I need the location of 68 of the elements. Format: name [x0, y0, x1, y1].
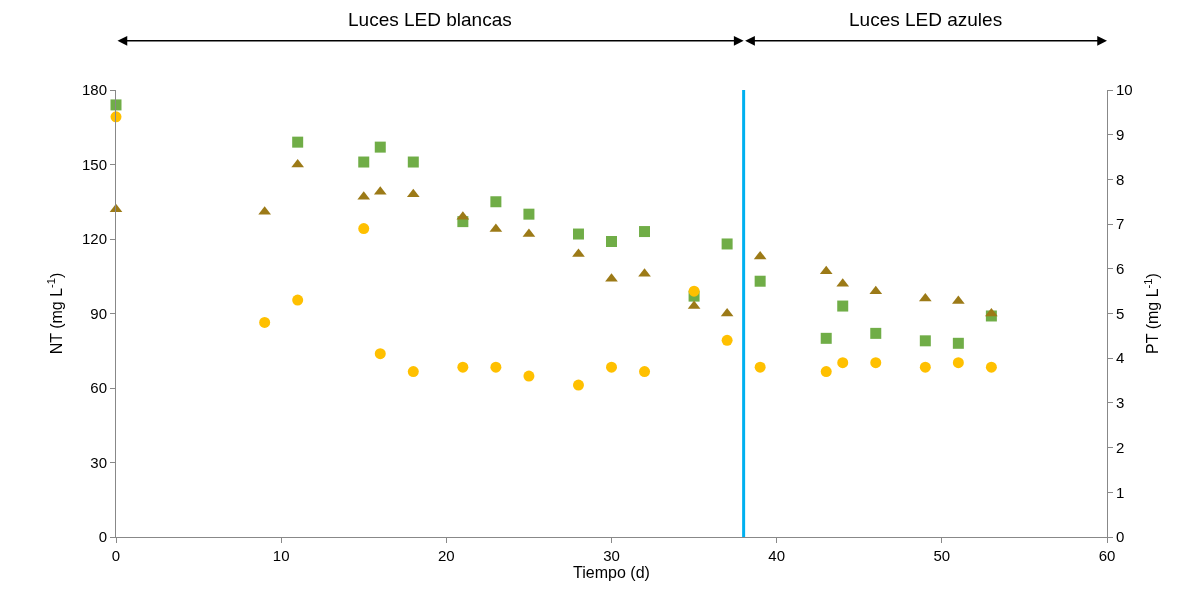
- y2-tick-label: 1: [1116, 483, 1125, 501]
- point: [457, 361, 469, 373]
- point: [523, 370, 535, 382]
- point: [837, 357, 849, 369]
- y-tick-label: 60: [90, 379, 107, 397]
- point: [572, 228, 584, 240]
- x-tick-label: 20: [437, 547, 455, 564]
- point: [490, 361, 502, 373]
- y2-tick-label: 10: [1116, 81, 1133, 99]
- point: [753, 250, 767, 260]
- y2-tick-label: 2: [1116, 438, 1125, 456]
- y-tick-label: 30: [90, 453, 107, 471]
- point: [721, 238, 733, 250]
- y2-tick-label: 7: [1116, 215, 1125, 233]
- point: [819, 265, 833, 275]
- x-tick-label: 60: [1098, 547, 1116, 564]
- point: [754, 275, 766, 287]
- point: [870, 327, 882, 339]
- point: [292, 136, 304, 148]
- y2-tick-label: 4: [1116, 349, 1125, 367]
- y2-tick-label: 5: [1116, 304, 1125, 322]
- y2-tick-label: 0: [1116, 528, 1125, 546]
- point: [374, 348, 386, 360]
- point: [870, 357, 882, 369]
- point: [374, 141, 386, 153]
- point: [721, 334, 733, 346]
- point: [919, 335, 931, 347]
- y-tick-label: 180: [81, 81, 107, 99]
- point: [606, 361, 617, 373]
- y-tick-label: 150: [81, 155, 107, 173]
- point: [110, 99, 122, 111]
- y2-tick-label: 6: [1116, 260, 1125, 278]
- y2-tick-label: 3: [1116, 394, 1125, 412]
- y-tick-label: 120: [81, 230, 107, 248]
- point: [407, 366, 419, 378]
- text: Luces LED azules: [849, 9, 1003, 30]
- point: [407, 156, 419, 168]
- point: [606, 235, 617, 247]
- point: [259, 316, 271, 328]
- y2-tick-label: 8: [1116, 170, 1125, 188]
- point: [952, 337, 964, 349]
- point: [406, 188, 420, 198]
- point: [358, 156, 370, 168]
- point: [919, 361, 931, 373]
- x-tick-label: 0: [111, 547, 121, 564]
- x-tick-label: 30: [603, 547, 620, 564]
- x-tick-label: 10: [272, 547, 290, 564]
- x-axis-title: Tiempo (d): [573, 564, 650, 581]
- point: [639, 226, 651, 238]
- point: [754, 361, 766, 373]
- y-tick-label: 0: [98, 528, 107, 546]
- point: [490, 196, 502, 208]
- point: [952, 357, 964, 369]
- point: [837, 300, 849, 312]
- y2-tick-label: 9: [1116, 125, 1125, 143]
- point: [985, 361, 997, 373]
- text: Luces LED blancas: [348, 9, 512, 30]
- point: [639, 366, 651, 378]
- y-tick-label: 90: [90, 304, 107, 322]
- x-tick-label: 50: [933, 547, 951, 564]
- point: [820, 366, 832, 378]
- point: [523, 208, 535, 220]
- point: [820, 332, 832, 344]
- point: [292, 294, 304, 306]
- x-tick-label: 40: [768, 547, 786, 564]
- point: [688, 285, 700, 297]
- point: [358, 223, 370, 235]
- point: [572, 379, 584, 391]
